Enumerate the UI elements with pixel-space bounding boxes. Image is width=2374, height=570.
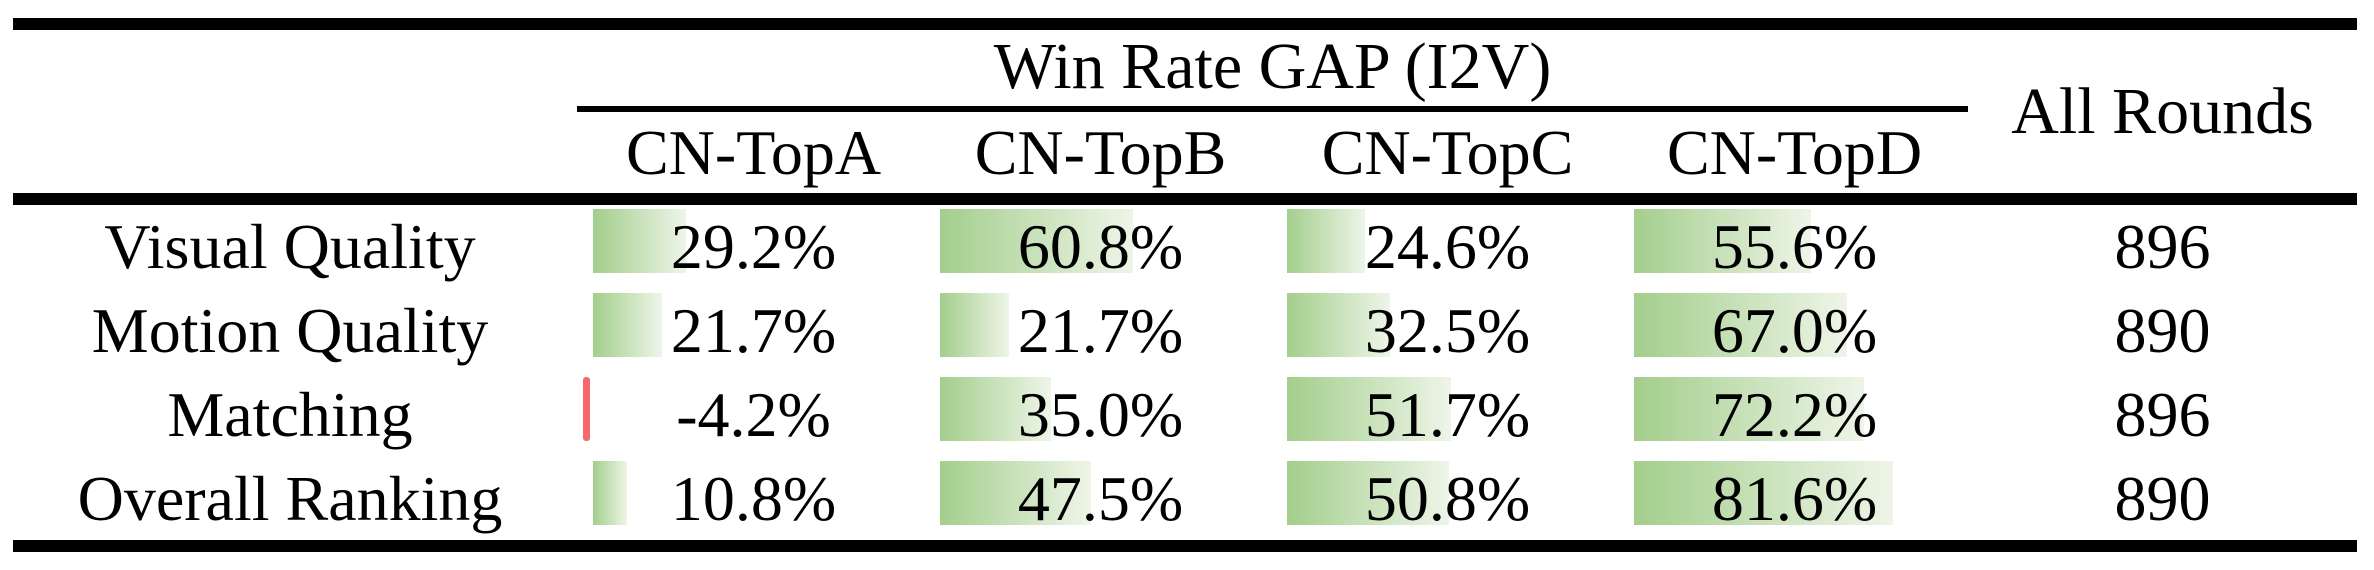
win-rate-data-bar <box>1634 377 1864 441</box>
data-cell: 29.2% <box>580 205 927 289</box>
win-rate-data-bar <box>940 461 1091 525</box>
win-rate-data-bar <box>593 461 627 525</box>
column-group-title: Win Rate GAP (I2V) <box>993 30 1552 103</box>
win-rate-value: 21.7% <box>670 295 837 366</box>
data-cell: 10.8% <box>580 457 927 541</box>
win-rate-value: 32.5% <box>1364 295 1531 366</box>
win-rate-data-bar <box>1287 461 1449 525</box>
win-rate-data-bar <box>1287 293 1390 357</box>
column-header-cn-topc: CN-TopC <box>1321 116 1574 188</box>
all-rounds-cell: 890 <box>1968 457 2357 541</box>
all-rounds-header: All Rounds <box>2011 74 2314 148</box>
win-rate-data-bar <box>1634 209 1811 273</box>
win-rate-value: 55.6% <box>1711 211 1878 282</box>
header-separator-rule <box>13 193 2357 205</box>
table-row: Visual Quality 29.2% 60.8% 24.6% 55.6% 8… <box>0 205 2374 289</box>
all-rounds-cell: 890 <box>1968 289 2357 373</box>
data-cell: 72.2% <box>1621 373 1968 457</box>
data-cell: -4.2% <box>580 373 927 457</box>
data-cell: 21.7% <box>580 289 927 373</box>
win-rate-value: 47.5% <box>1017 463 1184 534</box>
row-label: Visual Quality <box>104 211 476 282</box>
data-cell: 24.6% <box>1274 205 1621 289</box>
column-header-cn-topa: CN-TopA <box>625 116 882 188</box>
win-rate-value: -4.2% <box>676 379 831 450</box>
win-rate-value: 81.6% <box>1711 463 1878 534</box>
win-rate-data-bar <box>1634 461 1893 525</box>
win-rate-value: 50.8% <box>1364 463 1531 534</box>
win-rate-value: 72.2% <box>1711 379 1878 450</box>
all-rounds-value: 896 <box>2114 211 2211 282</box>
data-cell: 50.8% <box>1274 457 1621 541</box>
table-row: Overall Ranking 10.8% 47.5% 50.8% 81.6% … <box>0 457 2374 541</box>
win-rate-data-bar <box>1287 209 1365 273</box>
table-row: Matching -4.2% 35.0% 51.7% 72.2% 896 <box>0 373 2374 457</box>
win-rate-data-bar <box>940 209 1133 273</box>
group-header-underline <box>577 106 1968 112</box>
win-rate-data-bar <box>583 377 590 441</box>
row-label: Matching <box>167 379 413 450</box>
all-rounds-cell: 896 <box>1968 205 2357 289</box>
row-label: Motion Quality <box>91 295 489 366</box>
column-header-cn-topd: CN-TopD <box>1666 116 1923 188</box>
data-cell: 60.8% <box>927 205 1274 289</box>
win-rate-value: 51.7% <box>1364 379 1531 450</box>
column-header-cn-topb: CN-TopB <box>974 116 1227 188</box>
win-rate-data-bar <box>940 377 1051 441</box>
data-cell: 21.7% <box>927 289 1274 373</box>
all-rounds-cell: 896 <box>1968 373 2357 457</box>
table-row: Motion Quality 21.7% 21.7% 32.5% 67.0% 8… <box>0 289 2374 373</box>
data-cell: 35.0% <box>927 373 1274 457</box>
win-rate-value: 67.0% <box>1711 295 1878 366</box>
data-cell: 55.6% <box>1621 205 1968 289</box>
data-cell: 32.5% <box>1274 289 1621 373</box>
row-label: Overall Ranking <box>77 463 503 534</box>
win-rate-data-bar <box>1287 377 1451 441</box>
data-cell: 67.0% <box>1621 289 1968 373</box>
data-cell: 81.6% <box>1621 457 1968 541</box>
table-bottom-rule <box>13 540 2357 552</box>
data-cell: 51.7% <box>1274 373 1621 457</box>
all-rounds-value: 890 <box>2114 295 2211 366</box>
win-rate-value: 10.8% <box>670 463 837 534</box>
win-rate-data-bar <box>593 209 686 273</box>
win-rate-data-bar <box>940 293 1009 357</box>
win-rate-value: 35.0% <box>1017 379 1184 450</box>
all-rounds-value: 896 <box>2114 379 2211 450</box>
win-rate-value: 21.7% <box>1017 295 1184 366</box>
win-rate-data-bar <box>1634 293 1847 357</box>
win-rate-value: 29.2% <box>670 211 837 282</box>
win-rate-data-bar <box>593 293 662 357</box>
win-rate-value: 60.8% <box>1017 211 1184 282</box>
table-top-rule <box>13 18 2357 30</box>
win-rate-value: 24.6% <box>1364 211 1531 282</box>
all-rounds-value: 890 <box>2114 463 2211 534</box>
data-cell: 47.5% <box>927 457 1274 541</box>
